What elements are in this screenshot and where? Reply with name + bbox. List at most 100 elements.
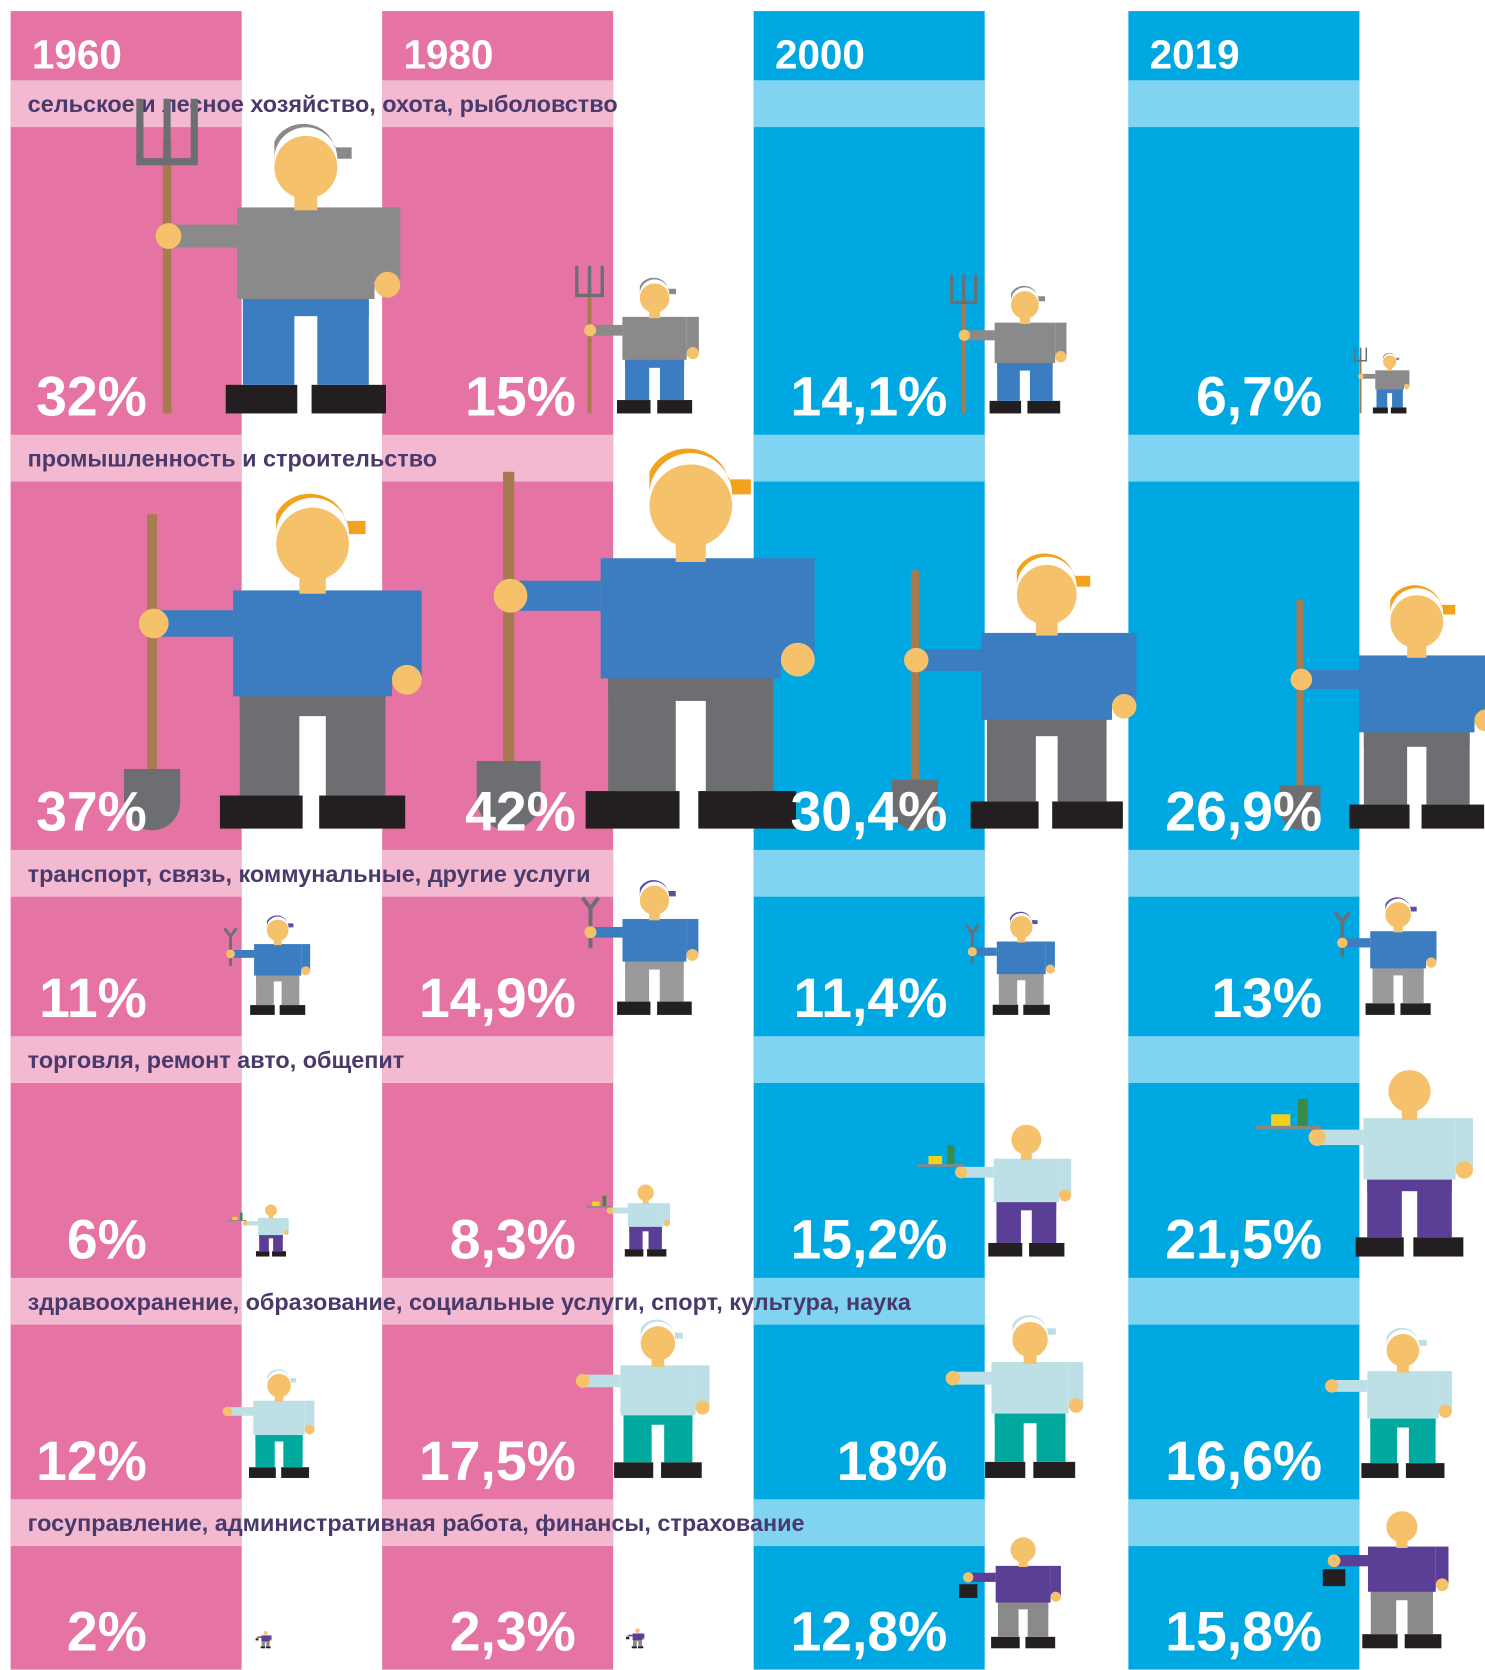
shoe [225,384,298,414]
torso [996,941,1046,975]
hand [155,223,182,249]
arm [585,1374,621,1388]
label-band [1128,1036,1360,1084]
pitchfork [950,274,978,305]
shovel-blade [891,779,939,830]
arm [1058,1158,1072,1195]
hand [584,324,597,337]
hip [625,958,684,970]
hand [1055,351,1067,363]
hand [967,947,977,957]
sector-label: сельское и лесное хозяйство, охота, рыбо… [28,91,618,117]
worker-figure [964,911,1055,1015]
arm [1321,1129,1364,1146]
hip [1363,727,1470,747]
percent-label: 11% [39,967,147,1029]
head [274,135,338,199]
arm [1045,941,1055,969]
head [263,1630,268,1635]
shoe [989,400,1022,414]
hand [301,966,311,976]
hat [274,123,352,159]
hat [640,1319,683,1339]
shoe [1405,1463,1445,1478]
shoe [1349,804,1410,829]
neck [1387,367,1393,371]
hat [639,880,676,897]
worker-figure [1322,1511,1449,1649]
worker-figure [891,553,1137,830]
arm [611,1207,628,1214]
shoe [614,1462,654,1478]
hand [1045,964,1055,974]
torso [1359,655,1475,733]
arm [304,1400,315,1429]
hip [994,1410,1066,1424]
percent-label: 15,8% [1165,1600,1322,1662]
arm [301,944,311,970]
hip [242,293,369,317]
tool-handle [1296,600,1304,793]
leg [659,961,684,1002]
tool-handle [910,570,919,788]
hat [1016,553,1091,587]
neck [1407,645,1427,658]
torso [994,322,1056,364]
pitchfork [136,98,198,166]
percent-label: 32% [36,366,147,428]
arm [780,558,815,656]
arm [269,1635,272,1641]
percent-label: 42% [465,781,576,843]
shoe [992,1004,1019,1015]
head [1010,1537,1036,1563]
head [267,1373,291,1398]
shoe [970,801,1039,829]
shoe [585,791,680,829]
arm [1426,931,1437,962]
hand [1438,1404,1452,1418]
hand [256,1636,258,1639]
food [232,1216,238,1221]
hand [391,664,422,695]
label-band [382,1499,614,1547]
label-band [382,434,614,482]
hand [963,1572,974,1583]
hip [996,1199,1057,1211]
head [1010,916,1033,939]
leg [1025,974,1044,1005]
worker-figure [945,1315,1084,1478]
year-label: 2019 [1150,32,1240,78]
hand [945,1370,961,1386]
percent-label: 2% [67,1600,147,1662]
worker-figure [136,98,401,414]
worker-figure [586,1184,671,1257]
head [1388,1070,1431,1113]
shoe [991,1636,1020,1649]
worker-figure [123,493,422,831]
hand [954,1166,968,1179]
hand [1435,1578,1449,1592]
percent-label: 11,4% [794,967,948,1029]
shoe [1361,1463,1399,1478]
shoe [1365,1003,1395,1015]
hip [625,357,685,368]
leg [1027,1602,1049,1637]
arm [283,1217,289,1232]
food [928,1155,943,1165]
label-band [1128,849,1360,897]
percent-label: 15% [465,366,576,428]
worker-figure [575,1319,710,1478]
torso [233,590,392,697]
shoe [1029,1242,1065,1257]
neck [1019,317,1030,324]
hip [998,972,1044,981]
percent-label: 6% [67,1209,147,1271]
worker-figure [223,915,311,1015]
head [1383,355,1397,369]
sector-label: госуправление, административная работа, … [28,1510,805,1536]
shoe [647,1249,667,1257]
arm [1455,1118,1473,1169]
torso [620,1365,696,1416]
label-band [753,1036,985,1084]
